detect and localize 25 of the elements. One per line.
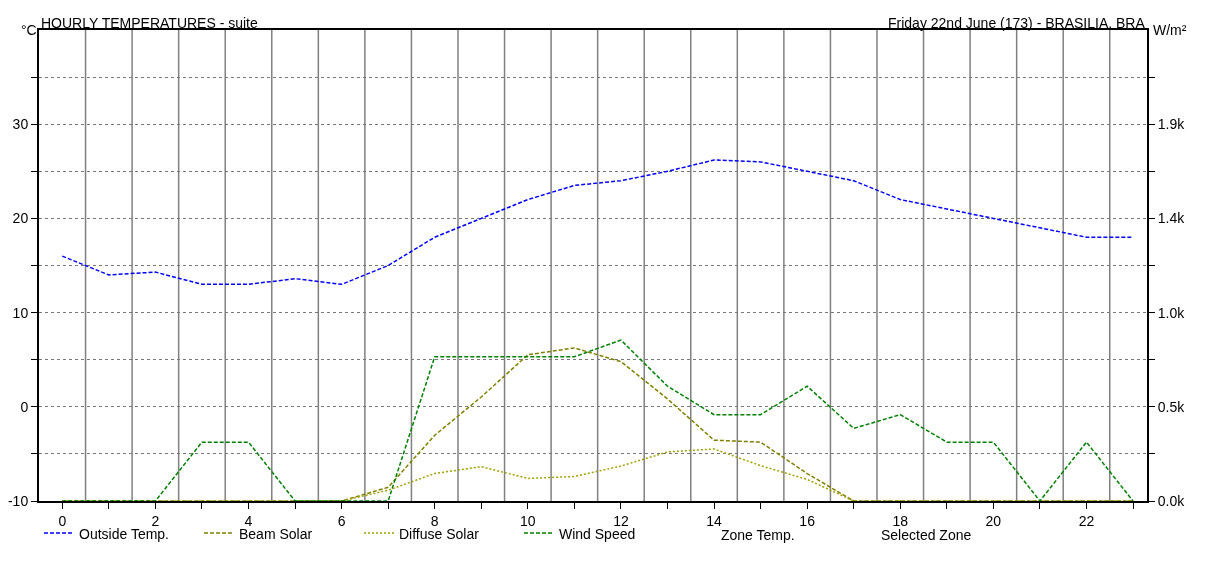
y2-tick-label: 0.5k <box>1157 398 1186 415</box>
y2-tick-label: 1.9k <box>1157 116 1186 133</box>
x-tick-label: 6 <box>337 512 346 529</box>
y-tick-label: -10 <box>7 492 29 509</box>
text: Zone Temp. <box>721 527 795 543</box>
y2-tick-label: 1.0k <box>1157 304 1186 321</box>
x-tick-label: 16 <box>799 512 816 529</box>
y2-tick-label: 0.0k <box>1157 492 1186 509</box>
chart-title: HOURLY TEMPERATURES - suite <box>41 15 258 31</box>
x-tick-label: 14 <box>706 512 723 529</box>
x-tick-label: 0 <box>58 512 67 529</box>
x-tick-label: 10 <box>520 512 536 529</box>
y2-axis-title: W/m² <box>1153 22 1187 38</box>
y-axis-title: °C <box>21 22 37 38</box>
text: Selected Zone <box>881 527 972 543</box>
y-tick-label: 0 <box>20 398 29 415</box>
y2-tick-label: 1.4k <box>1157 210 1186 227</box>
line-series <box>61 159 1134 286</box>
y-tick-label: 10 <box>12 304 29 321</box>
x-tick-label: 20 <box>985 512 1002 529</box>
x-tick-label: 22 <box>1078 512 1095 529</box>
x-tick-label: 18 <box>892 512 909 529</box>
y-tick-label: 20 <box>12 210 29 227</box>
chart-subtitle: Friday 22nd June (173) - BRASILIA, BRA <box>888 15 1146 31</box>
y-tick-label: 30 <box>12 116 29 133</box>
